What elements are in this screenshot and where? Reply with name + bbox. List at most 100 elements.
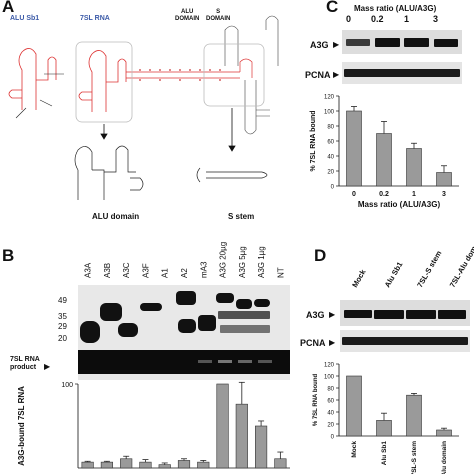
panel-d-lane-labels: Mock Alu Sb1 7SL-S stem 7SL-Alu domain [350,235,474,289]
panel-a-letter: A [2,0,15,16]
y-axis-label: A3G-bound 7SL RNA [17,386,26,466]
bar [274,458,287,469]
panel-c-title: Mass ratio (ALU/A3G) [354,4,437,13]
bar [255,425,268,469]
y-tick-label: 20 [327,170,334,176]
y-tick-label: 40 [327,411,334,417]
lane-label: A3G 20µg [219,242,228,278]
alu-domain-zoom [74,145,144,200]
panel-c-ratio-labels: 0 0.2 1 3 [341,14,461,24]
x-axis-label: Mass ratio (ALU/A3G) [358,200,441,209]
x-tick-label: 3 [442,191,446,198]
s-domain-top-label: S DOMAIN [206,9,231,22]
bar [81,461,94,469]
b-rna-gel [78,350,290,374]
y-tick-label: 60 [327,140,334,146]
bar [346,110,362,187]
c-blot-pcna-label: PCNA [305,70,331,80]
7sl-s-stem [126,58,253,79]
bar [235,403,248,469]
y-tick-label: 80 [327,387,334,393]
panel-d-letter: D [314,246,327,265]
s-domain-box [203,43,265,107]
arrow-icon: ▶ [329,338,336,347]
alu-domain-top-label: ALU DOMAIN [175,9,200,22]
arrow-icon: ▶ [333,70,340,79]
lane-label: A3G 5µg [238,246,247,278]
bar [100,461,113,469]
y-tick-label: 40 [327,155,334,161]
y-tick-label: 60 [327,399,334,405]
alu-domain-box [75,41,133,123]
x-tick-label: 7SL-Alu domain [441,441,448,474]
d-a3g-blot [340,300,470,326]
arrow-icon: ▶ [333,40,340,49]
lane-label: A2 [180,268,189,278]
y-axis-label: % 7SL RNA bound [313,374,319,427]
lane-label: A3G 1µg [257,246,266,278]
ratio-label: 0 [346,14,352,24]
y-tick-label: 100 [61,382,73,389]
alu-domain-caption: ALU domain [92,212,140,221]
marker-29: 29 [58,322,67,331]
x-tick-label: Alu Sb1 [381,441,388,466]
y-tick-label: 0 [331,185,335,191]
bar [376,420,392,437]
b-product-label: 7SL RNA product [10,356,40,371]
y-tick-label: 20 [327,423,334,429]
marker-35: 35 [58,312,67,321]
lane-label: Mock [350,267,368,289]
panel-d-bar-chart: 0 20 40 60 80 100 120 Mock Alu Sb1 7SL-S stem 7SL-… [313,363,459,474]
bar [406,394,422,437]
marker-49: 49 [58,296,67,305]
panel-c-letter: C [326,0,339,16]
7sl-branches [224,15,279,135]
nucleotide-dots [139,69,221,81]
c-blot-a3g-label: A3G [310,40,329,50]
panel-b-letter: B [2,246,15,265]
x-tick-label: 1 [412,191,416,198]
lane-label: 7SL-Alu domain [448,235,474,289]
bar [436,172,452,187]
lane-label: 7SL-S stem [415,249,443,289]
bar [346,375,362,437]
y-tick-label: 0 [331,435,335,441]
lane-label: A1 [161,268,170,278]
arrow-icon: ▶ [329,310,336,319]
lane-label: NT [276,267,285,278]
y-tick-label: 120 [324,363,335,369]
c-pcna-blot [342,62,462,84]
7sl-alu-portion [78,50,127,112]
lane-label: Alu Sb1 [383,260,405,289]
marker-20: 20 [58,334,67,343]
lane-label: A3C [122,262,131,278]
bar [216,383,229,469]
lane-label: mA3 [199,261,208,278]
bar [177,460,191,469]
d-blot-pcna-label: PCNA [300,338,326,348]
c-a3g-blot [342,30,462,54]
y-axis-label: % 7SL RNA bound [310,110,317,171]
ratio-label: 1 [404,14,410,24]
rna-secondary-structures [8,15,279,200]
y-tick-label: 100 [324,375,335,381]
s-stem-caption: S stem [228,212,255,221]
d-blot-a3g-label: A3G [306,310,325,320]
lane-label: A3F [141,263,150,278]
lane-label: A3B [103,263,112,278]
panel-b-lane-labels: A3A A3B A3C A3F A1 A2 mA3 A3G 20µg A3G 5µg A3G 1µ… [84,242,286,278]
s-stem-zoom [196,167,268,183]
alu-sb1-structure [8,48,57,110]
7sl-rna-label: 7SL RNA [80,15,110,22]
bar [120,458,133,469]
x-tick-label: 7SL-S stem [411,441,418,474]
bar [139,461,152,469]
x-tick-label: 0 [352,191,356,198]
bar [376,133,392,187]
ratio-label: 3 [433,14,439,24]
panel-b-bar-chart: A3G-bound 7SL RNA 100 [17,381,290,469]
d-pcna-blot [340,330,470,352]
alu-sb1-label: ALU Sb1 [10,15,40,22]
ratio-label: 0.2 [371,14,384,24]
